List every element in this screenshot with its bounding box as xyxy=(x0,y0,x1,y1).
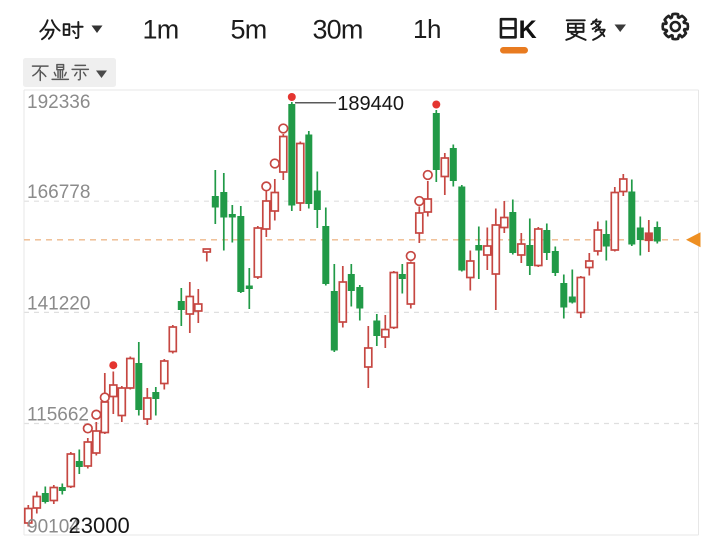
svg-text:189440: 189440 xyxy=(337,93,404,115)
svg-text:1h: 1h xyxy=(413,14,441,44)
svg-text:192336: 192336 xyxy=(27,92,90,113)
svg-text:5m: 5m xyxy=(231,15,267,45)
svg-text:30m: 30m xyxy=(312,15,362,45)
svg-text:23000: 23000 xyxy=(69,513,130,538)
svg-text:166778: 166778 xyxy=(27,182,90,203)
svg-text:115662: 115662 xyxy=(27,405,89,426)
svg-text:90104: 90104 xyxy=(27,517,80,538)
svg-text:141220: 141220 xyxy=(27,294,90,315)
svg-text:1m: 1m xyxy=(143,15,179,45)
svg-text:K: K xyxy=(519,16,537,44)
